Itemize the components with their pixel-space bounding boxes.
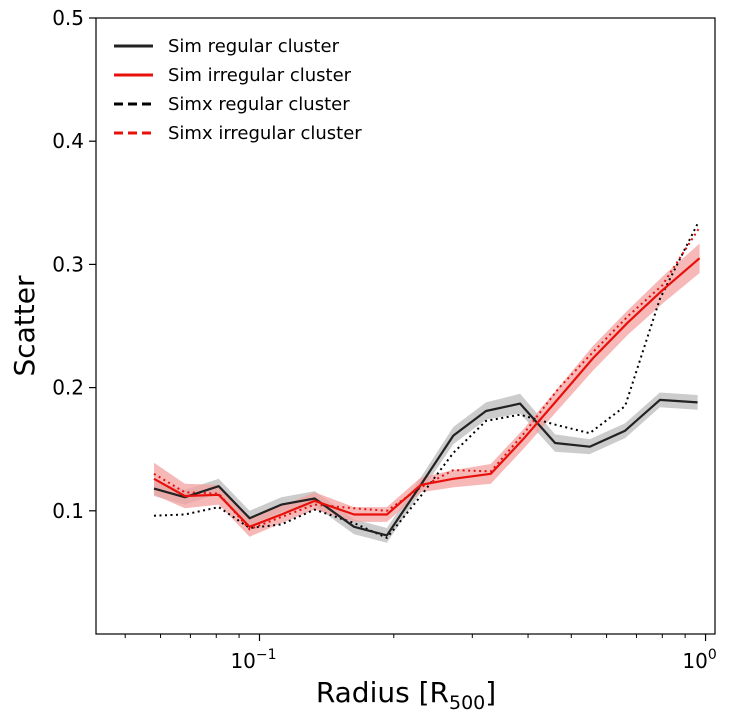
y-tick-label: 0.1 xyxy=(52,499,84,523)
error-bands xyxy=(154,243,700,543)
y-tick-label: 0.4 xyxy=(52,129,84,153)
sim-irregular-cluster-line xyxy=(153,257,701,528)
legend: Sim regular cluster Sim irregular cluster… xyxy=(114,36,362,144)
x-axis-label-main: Radius [R xyxy=(316,676,449,709)
y-tick-label: 0.3 xyxy=(52,252,84,276)
series-lines xyxy=(153,223,701,539)
y-tick-label: 0.2 xyxy=(52,376,84,400)
simx-regular-cluster-legend-label: Simx regular cluster xyxy=(168,94,350,115)
x-axis-label-subscript: 500 xyxy=(449,692,485,714)
x-tick-label: 10−1 xyxy=(230,647,276,673)
y-tick-label: 0.5 xyxy=(52,6,84,30)
simx-irregular-cluster-legend-label: Simx irregular cluster xyxy=(168,123,362,144)
sim-irregular-cluster-error-band xyxy=(154,243,700,537)
x-axis-label: Radius [R500] xyxy=(316,676,496,714)
y-axis-ticks: 0.1 0.2 0.3 0.4 0.5 xyxy=(52,6,96,523)
plot-frame xyxy=(95,17,716,635)
x-axis-ticks: 10−1 100 xyxy=(124,634,717,673)
y-axis-label: Scatter xyxy=(8,275,41,377)
x-tick-label: 100 xyxy=(682,647,716,673)
sim-irregular-cluster-legend-label: Sim irregular cluster xyxy=(168,65,352,86)
simx-regular-cluster-line xyxy=(153,223,699,539)
sim-regular-cluster-legend-label: Sim regular cluster xyxy=(168,36,340,57)
x-axis-label-close: ] xyxy=(485,676,496,709)
